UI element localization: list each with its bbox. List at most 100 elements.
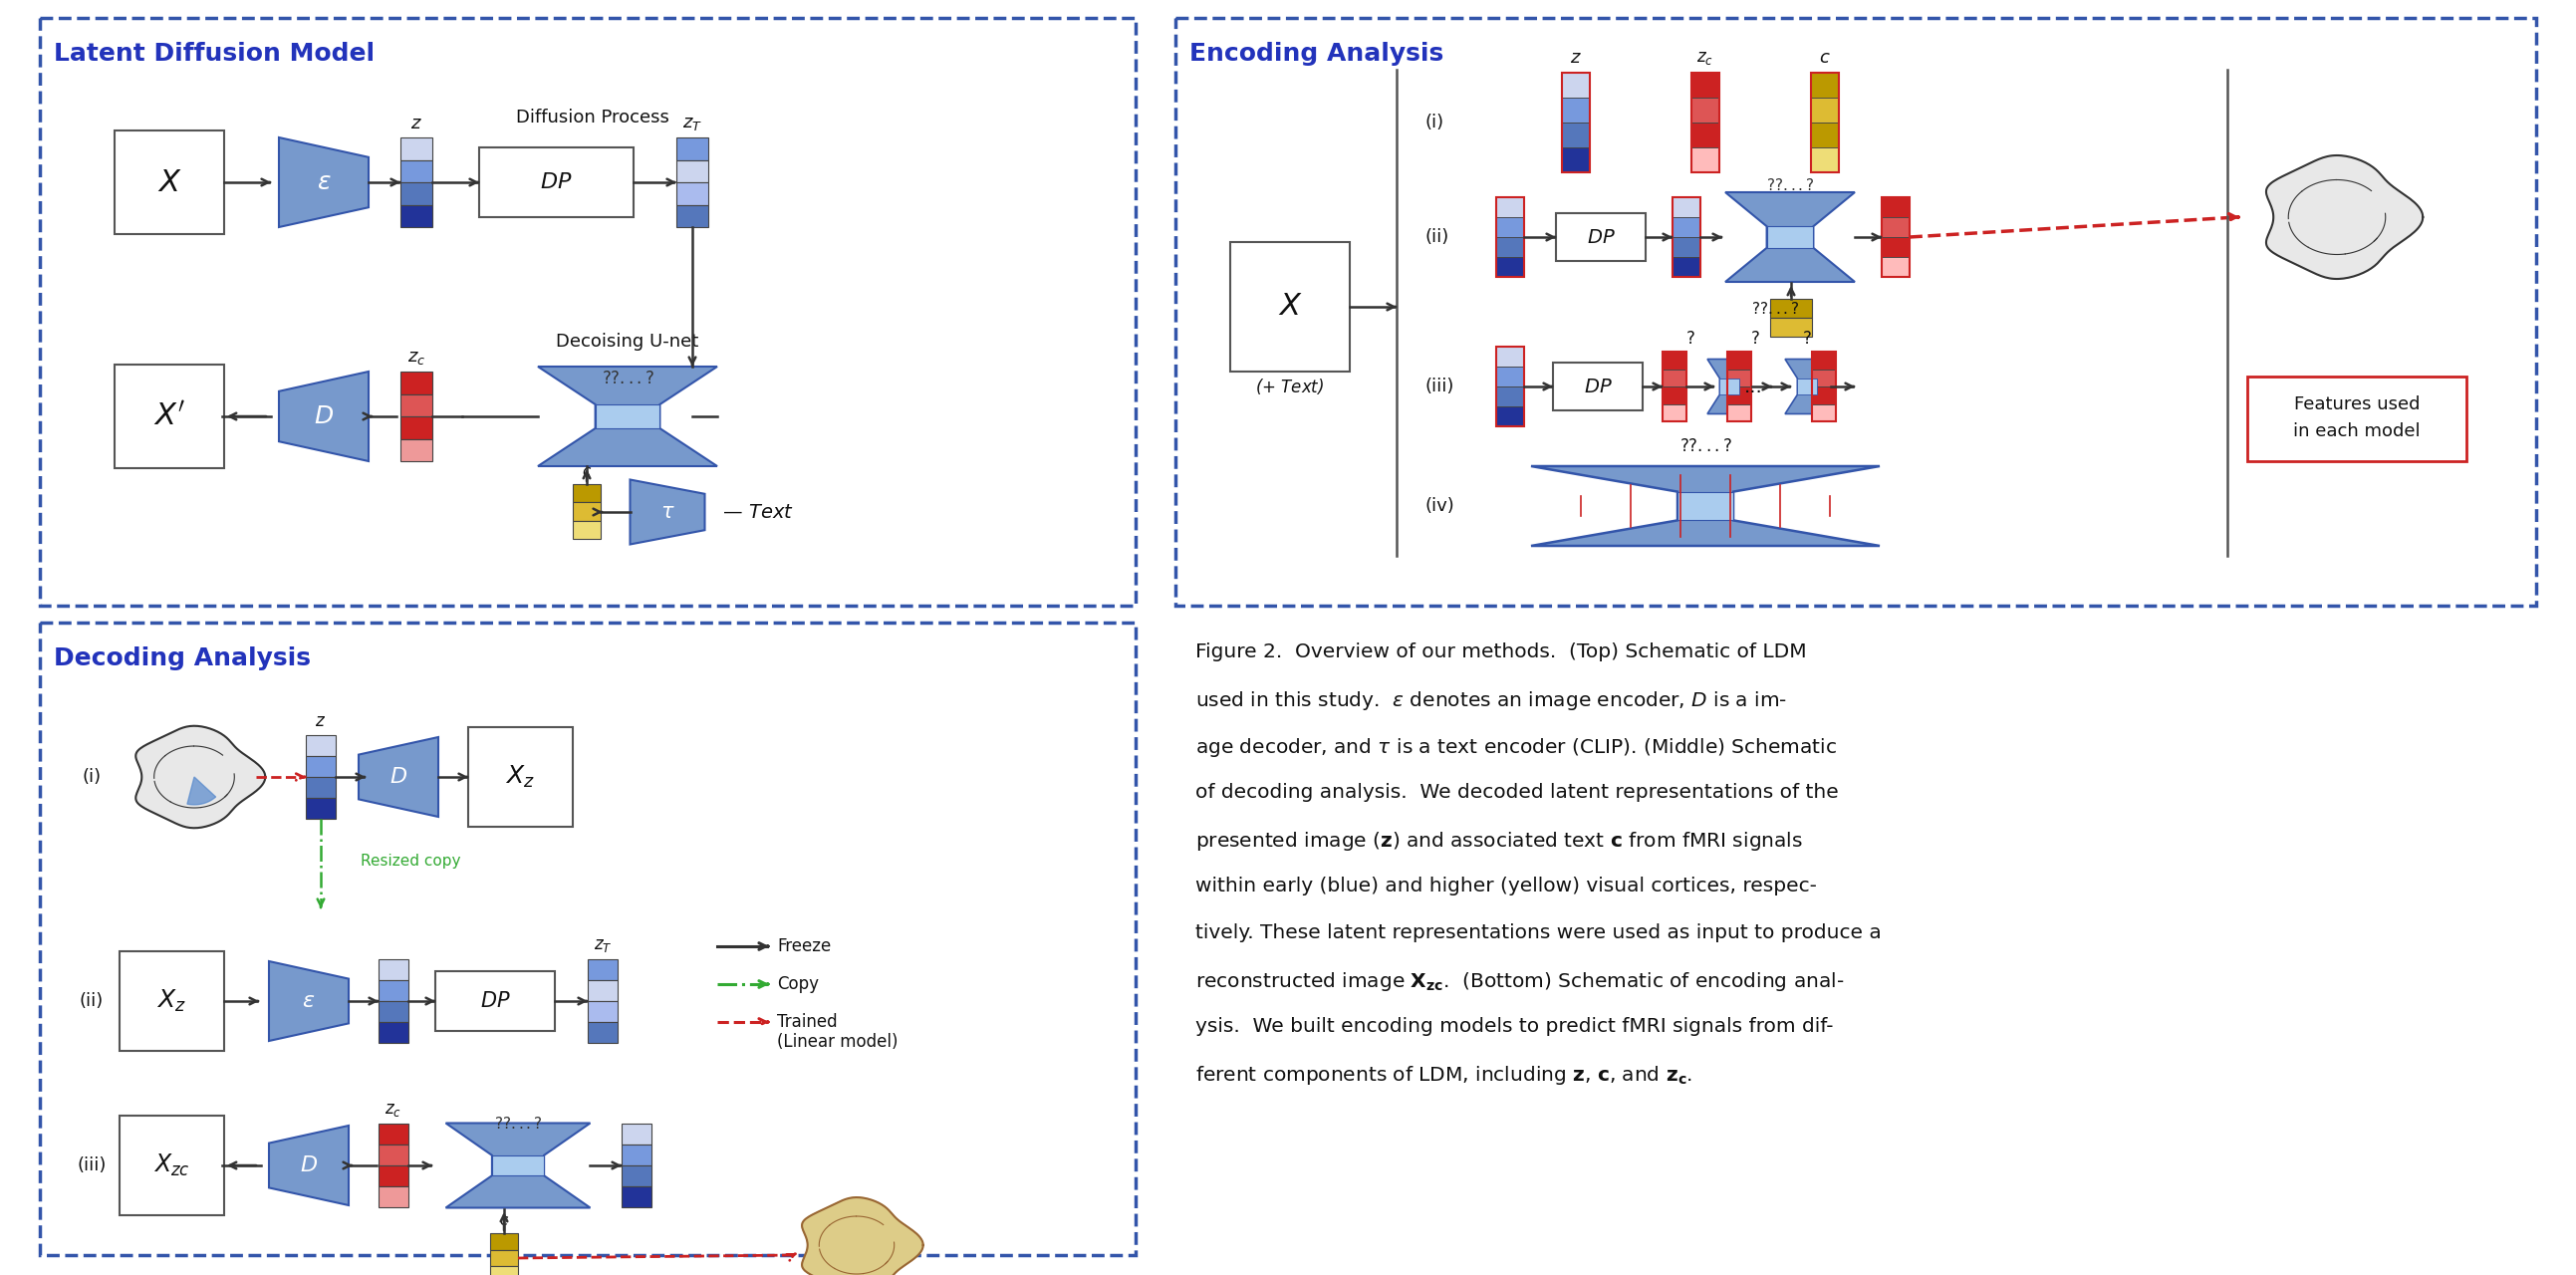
FancyBboxPatch shape xyxy=(307,798,335,819)
Text: $c$: $c$ xyxy=(582,464,592,479)
Polygon shape xyxy=(538,367,716,467)
FancyBboxPatch shape xyxy=(307,776,335,798)
FancyBboxPatch shape xyxy=(379,1123,410,1145)
FancyBboxPatch shape xyxy=(1880,237,1909,258)
Polygon shape xyxy=(1530,467,1880,546)
Text: $c$: $c$ xyxy=(500,1214,510,1229)
Text: $c$: $c$ xyxy=(1819,48,1832,66)
FancyBboxPatch shape xyxy=(379,1186,410,1207)
Text: $D$: $D$ xyxy=(314,404,335,428)
Text: $D$: $D$ xyxy=(389,768,407,787)
FancyBboxPatch shape xyxy=(1497,367,1525,386)
Polygon shape xyxy=(1708,360,1752,414)
FancyBboxPatch shape xyxy=(113,130,224,235)
Polygon shape xyxy=(631,479,706,544)
FancyBboxPatch shape xyxy=(379,1145,410,1165)
Text: reconstructed image $\mathbf{X_{zc}}$.  (Bottom) Schematic of encoding anal-: reconstructed image $\mathbf{X_{zc}}$. (… xyxy=(1195,970,1844,993)
Text: Resized copy: Resized copy xyxy=(361,854,461,870)
Text: (iii): (iii) xyxy=(77,1156,106,1174)
FancyBboxPatch shape xyxy=(1497,217,1525,237)
FancyBboxPatch shape xyxy=(1561,98,1589,122)
FancyBboxPatch shape xyxy=(435,972,554,1031)
Text: Copy: Copy xyxy=(778,975,819,993)
FancyBboxPatch shape xyxy=(399,439,433,462)
Text: $\mathit{??...?}$: $\mathit{??...?}$ xyxy=(1680,437,1731,455)
Text: (i): (i) xyxy=(1425,113,1443,131)
Text: $?$: $?$ xyxy=(1685,330,1695,348)
Polygon shape xyxy=(446,1123,590,1207)
Text: of decoding analysis.  We decoded latent representations of the: of decoding analysis. We decoded latent … xyxy=(1195,783,1839,802)
Text: $X$: $X$ xyxy=(157,168,183,196)
FancyBboxPatch shape xyxy=(1728,352,1752,368)
FancyBboxPatch shape xyxy=(1662,404,1687,421)
FancyBboxPatch shape xyxy=(1497,347,1525,367)
FancyBboxPatch shape xyxy=(621,1186,652,1207)
FancyBboxPatch shape xyxy=(118,951,224,1051)
Text: $X_{zc}$: $X_{zc}$ xyxy=(152,1153,191,1178)
Text: $DP$: $DP$ xyxy=(1584,377,1613,397)
FancyBboxPatch shape xyxy=(1561,73,1589,98)
Text: $\mathit{??...?}$: $\mathit{??...?}$ xyxy=(495,1116,541,1132)
FancyBboxPatch shape xyxy=(1692,148,1718,172)
FancyBboxPatch shape xyxy=(1811,352,1837,368)
Text: (Linear model): (Linear model) xyxy=(778,1033,899,1051)
FancyBboxPatch shape xyxy=(1561,122,1589,148)
Polygon shape xyxy=(1785,360,1829,414)
FancyBboxPatch shape xyxy=(399,394,433,417)
FancyBboxPatch shape xyxy=(379,1023,410,1043)
Text: $z_c$: $z_c$ xyxy=(384,1100,402,1118)
Text: $z$: $z$ xyxy=(410,115,422,133)
FancyBboxPatch shape xyxy=(307,756,335,776)
FancyBboxPatch shape xyxy=(677,138,708,159)
FancyBboxPatch shape xyxy=(572,520,600,539)
FancyBboxPatch shape xyxy=(621,1123,652,1145)
FancyBboxPatch shape xyxy=(307,736,335,756)
FancyBboxPatch shape xyxy=(118,1116,224,1215)
Polygon shape xyxy=(278,138,368,227)
Text: Freeze: Freeze xyxy=(778,937,832,955)
Text: $\tau$: $\tau$ xyxy=(659,502,675,521)
FancyBboxPatch shape xyxy=(399,159,433,182)
FancyBboxPatch shape xyxy=(1692,73,1718,98)
FancyBboxPatch shape xyxy=(1556,213,1646,261)
FancyBboxPatch shape xyxy=(1811,368,1837,386)
FancyBboxPatch shape xyxy=(572,502,600,520)
Text: (i): (i) xyxy=(82,768,100,785)
Text: (+ $\mathit{Text}$): (+ $\mathit{Text}$) xyxy=(1255,376,1324,397)
Polygon shape xyxy=(1721,379,1739,395)
FancyBboxPatch shape xyxy=(379,1001,410,1023)
FancyBboxPatch shape xyxy=(399,371,433,394)
Polygon shape xyxy=(278,371,368,462)
FancyBboxPatch shape xyxy=(1811,98,1839,122)
FancyBboxPatch shape xyxy=(1692,122,1718,148)
Polygon shape xyxy=(801,1197,922,1275)
FancyBboxPatch shape xyxy=(1692,98,1718,122)
FancyBboxPatch shape xyxy=(1880,198,1909,217)
FancyBboxPatch shape xyxy=(1728,368,1752,386)
FancyBboxPatch shape xyxy=(469,727,572,826)
Text: $z_c$: $z_c$ xyxy=(1698,48,1713,66)
FancyBboxPatch shape xyxy=(1811,122,1839,148)
Text: $z_T$: $z_T$ xyxy=(592,936,613,954)
Text: tively. These latent representations were used as input to produce a: tively. These latent representations wer… xyxy=(1195,923,1880,942)
Polygon shape xyxy=(1798,379,1816,395)
FancyBboxPatch shape xyxy=(1811,73,1839,98)
Text: Decoding Analysis: Decoding Analysis xyxy=(54,646,312,671)
Text: ...: ... xyxy=(1744,377,1762,397)
FancyBboxPatch shape xyxy=(1672,237,1700,258)
FancyBboxPatch shape xyxy=(1880,258,1909,277)
FancyBboxPatch shape xyxy=(1497,407,1525,426)
Text: $DP$: $DP$ xyxy=(1587,228,1615,246)
Polygon shape xyxy=(2267,156,2424,279)
Text: Features used: Features used xyxy=(2293,395,2419,413)
FancyBboxPatch shape xyxy=(677,205,708,227)
Polygon shape xyxy=(492,1155,544,1176)
FancyBboxPatch shape xyxy=(1811,148,1839,172)
Text: $z$: $z$ xyxy=(1569,48,1582,66)
Text: $z_T$: $z_T$ xyxy=(683,115,703,133)
FancyBboxPatch shape xyxy=(677,159,708,182)
FancyBboxPatch shape xyxy=(587,980,618,1001)
FancyBboxPatch shape xyxy=(1728,404,1752,421)
FancyBboxPatch shape xyxy=(113,365,224,468)
FancyBboxPatch shape xyxy=(399,138,433,159)
